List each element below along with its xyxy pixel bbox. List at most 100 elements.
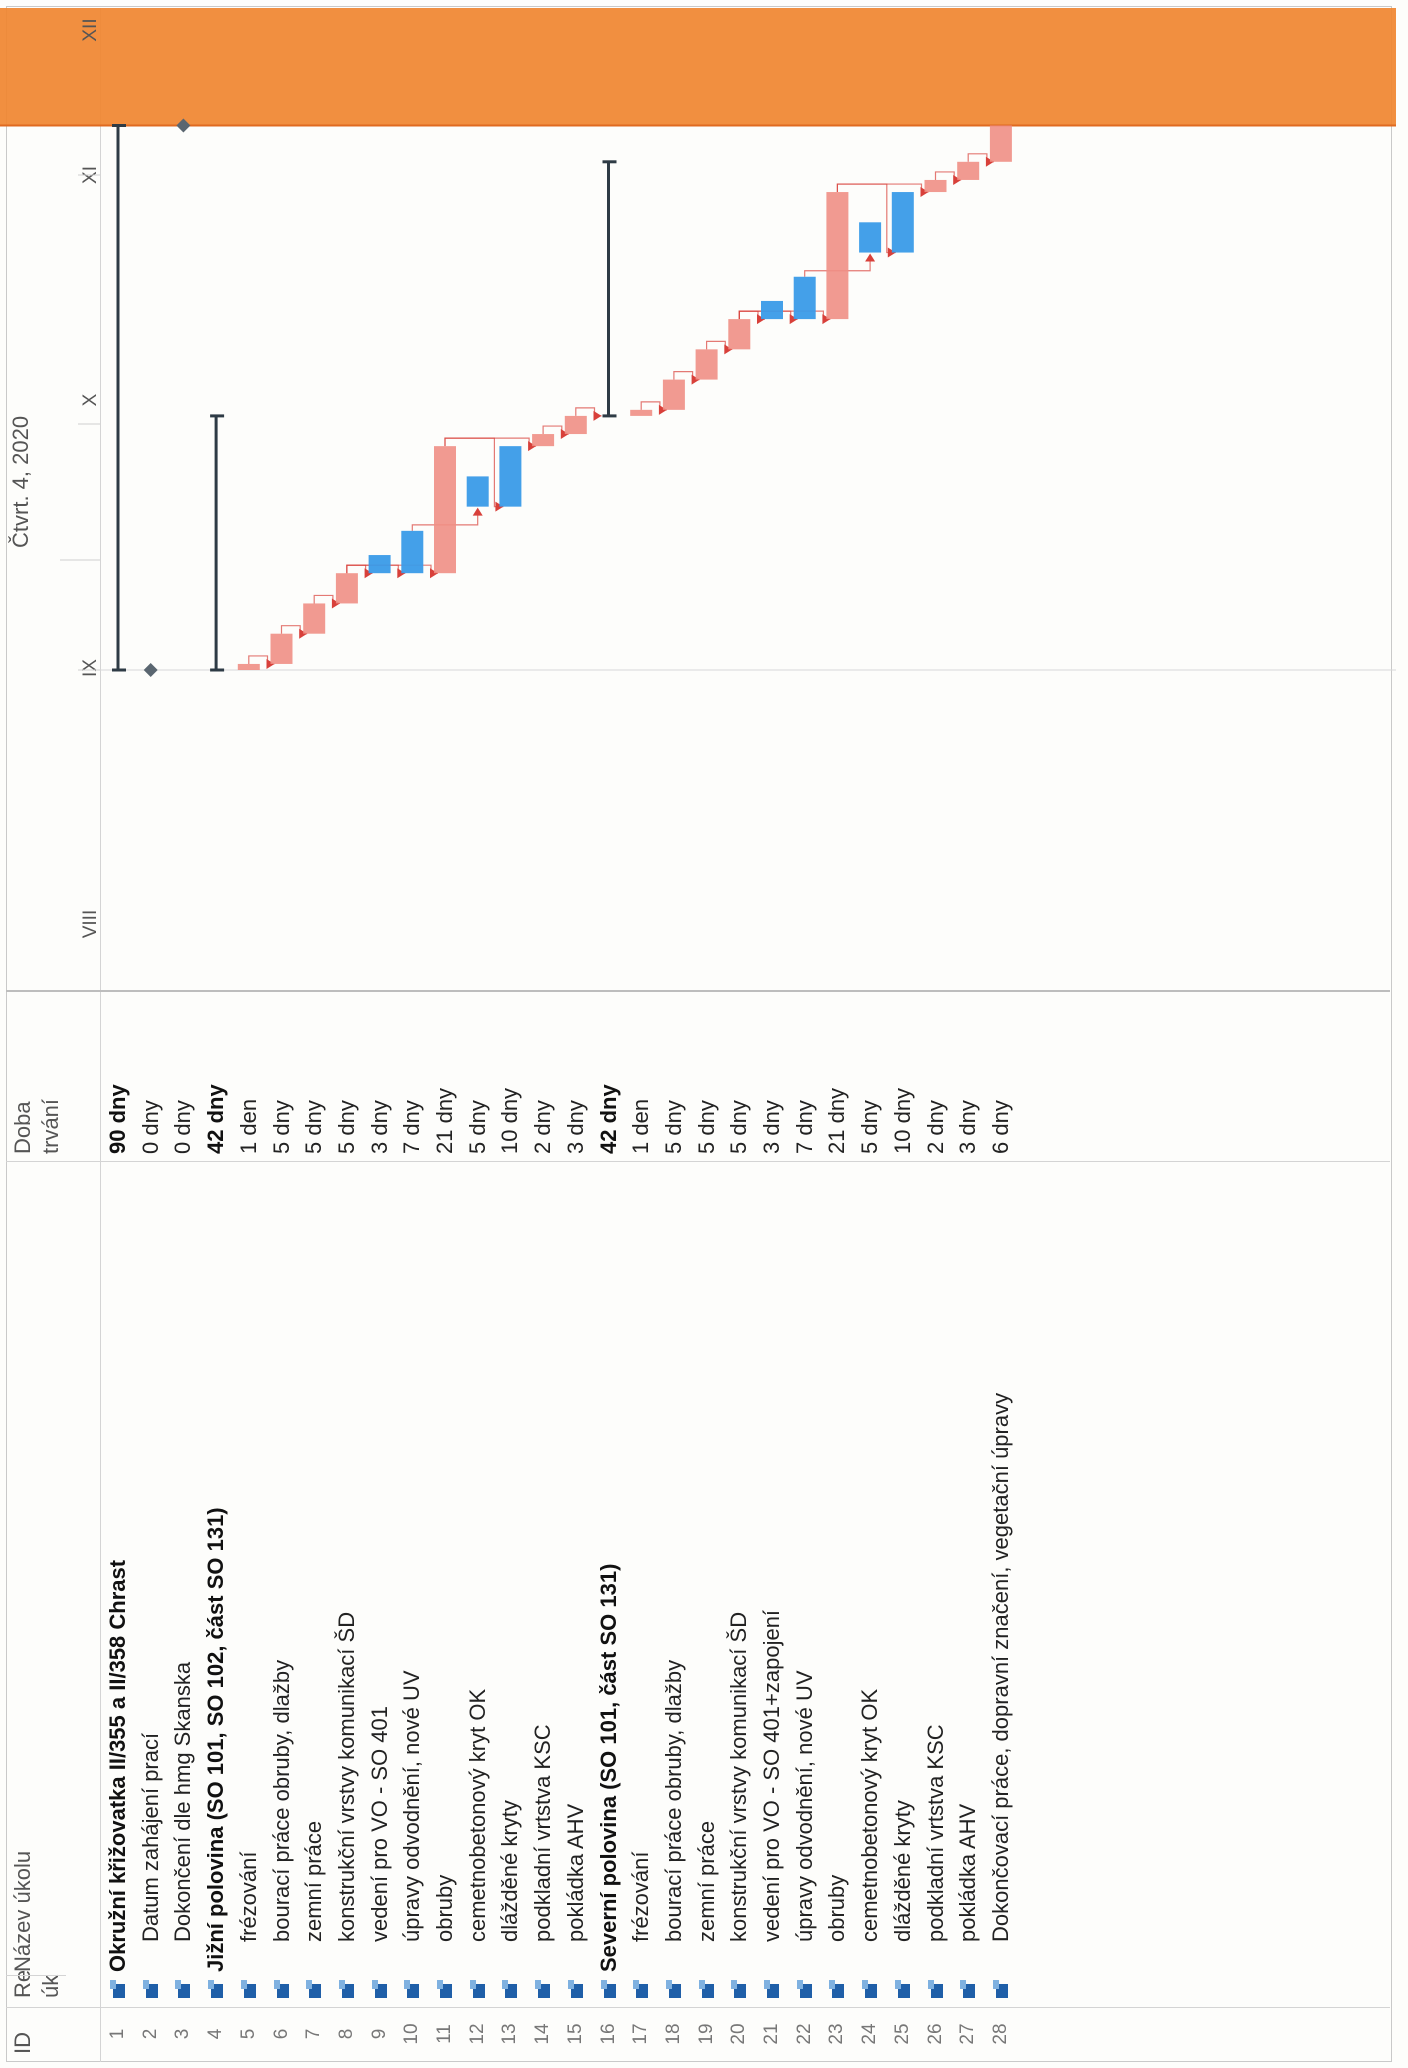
task-mode-icon [274, 1980, 290, 1998]
task-mode-icon [437, 1980, 453, 1998]
task-mode-icon [666, 1980, 682, 1998]
task-name: zemní práce [693, 1820, 719, 1942]
task-duration: 5 dny [726, 1100, 752, 1154]
task-name: pokládka AHV [955, 1803, 981, 1942]
task-mode-icon [502, 1980, 518, 1998]
task-duration: 3 dny [366, 1100, 392, 1154]
task-bar-blue [466, 476, 489, 507]
task-name: konstrukční vrstvy komunikací ŠD [726, 1611, 752, 1942]
task-name: obruby [824, 1874, 850, 1942]
task-duration: 0 dny [137, 1100, 163, 1154]
task-bar [630, 409, 653, 416]
task-bar-blue [368, 555, 391, 574]
task-mode-icon [764, 1980, 780, 1998]
task-name: podkladní vrtstva KSC [922, 1724, 948, 1942]
task-bar-blue [401, 530, 424, 574]
task-mode-icon [829, 1980, 845, 1998]
task-duration: 1 den [628, 1098, 654, 1154]
task-name: frézování [235, 1851, 261, 1943]
task-mode-icon [372, 1980, 388, 1998]
task-bar-blue [859, 222, 882, 253]
task-duration: 5 dny [857, 1100, 883, 1154]
dependency-arrow [865, 253, 876, 262]
task-duration: 7 dny [399, 1100, 425, 1154]
row-id: 8 [335, 2028, 357, 2040]
row-id: 13 [499, 2023, 521, 2045]
dependency-link [738, 310, 831, 320]
dependency-arrow [495, 501, 504, 512]
id-column-header: ID [10, 2032, 35, 2054]
dependency-link [444, 437, 537, 447]
row-id: 9 [368, 2028, 390, 2040]
task-bar [728, 319, 751, 350]
task-bar [335, 573, 358, 604]
row-id: 17 [630, 2023, 652, 2045]
task-mode-icon [175, 1980, 191, 1998]
dependency-arrow [560, 429, 569, 440]
task-name: úpravy odvodnění, nové UV [791, 1670, 817, 1942]
task-duration: 7 dny [791, 1100, 817, 1154]
task-mode-icon [143, 1980, 159, 1998]
task-mode-icon [306, 1980, 322, 1998]
task-name: Dokončovací práce, dopravní značení, veg… [987, 1392, 1013, 1942]
task-bar-blue [761, 300, 783, 320]
task-bar [564, 415, 587, 435]
row-id: 11 [434, 2024, 455, 2044]
task-bar [303, 603, 326, 634]
row-id: 15 [564, 2023, 586, 2045]
task-name: cemetnobetonový kryt OK [857, 1688, 883, 1942]
task-name: obruby [432, 1874, 457, 1942]
task-mode-icon [633, 1980, 649, 1998]
task-duration: 3 dny [955, 1100, 981, 1154]
task-mode-icon [568, 1980, 584, 1998]
task-name: vedení pro VO - SO 401+zapojení [759, 1609, 784, 1942]
mode-column-divider [6, 1975, 66, 1976]
dependency-link [836, 183, 929, 193]
task-mode-icon [699, 1980, 715, 1998]
task-name: konstrukční vrstvy komunikací ŠD [333, 1611, 359, 1942]
task-duration: 5 dny [464, 1100, 490, 1154]
task-mode-icon [960, 1980, 976, 1998]
row-id: 25 [891, 2023, 913, 2045]
task-mode-icon [928, 1980, 944, 1998]
task-bar [924, 179, 947, 193]
id-column-divider [6, 2007, 1390, 2008]
task-duration: 2 dny [922, 1100, 948, 1154]
task-duration: 1 den [235, 1098, 261, 1154]
month-label: XII [80, 18, 101, 41]
dependency-arrow [887, 247, 896, 258]
highlighted-period [0, 8, 1396, 126]
row-id: 4 [205, 2028, 227, 2040]
task-name: podkladní vrtstva KSC [530, 1724, 556, 1942]
milestone-diamond [176, 118, 191, 133]
name-column-divider [6, 1161, 1390, 1162]
row-id: 18 [662, 2023, 684, 2045]
task-duration: 5 dny [333, 1100, 359, 1154]
row-id: 19 [695, 2023, 717, 2045]
task-name: zemní práce [301, 1820, 327, 1942]
task-duration: 10 dny [497, 1087, 523, 1154]
row-id: 1 [107, 2028, 128, 2040]
task-duration: 3 dny [562, 1100, 588, 1154]
dependency-arrow [920, 187, 929, 198]
task-name: cemetnobetonový kryt OK [464, 1688, 490, 1942]
task-mode-icon [731, 1980, 747, 1998]
task-bar [237, 663, 260, 670]
task-bar [989, 125, 1012, 162]
task-name: dlážděné kryty [889, 1800, 915, 1942]
task-bar [434, 446, 456, 574]
task-bar [695, 349, 718, 380]
task-name: frézování [628, 1851, 654, 1943]
task-mode-icon [404, 1980, 420, 1998]
task-mode-icon [535, 1980, 551, 1998]
task-name: pokládka AHV [562, 1803, 588, 1942]
task-bar-blue [891, 192, 914, 253]
duration-column-header-bottom: trvání [38, 1098, 63, 1154]
task-mode-icon [895, 1980, 911, 1998]
task-mode-icon [339, 1980, 355, 1998]
task-mode-icon [601, 1980, 617, 1998]
task-bar [662, 379, 685, 410]
task-duration: 5 dny [268, 1100, 294, 1154]
task-name: Severní polovina (SO 101, část SO 131) [595, 1563, 621, 1972]
